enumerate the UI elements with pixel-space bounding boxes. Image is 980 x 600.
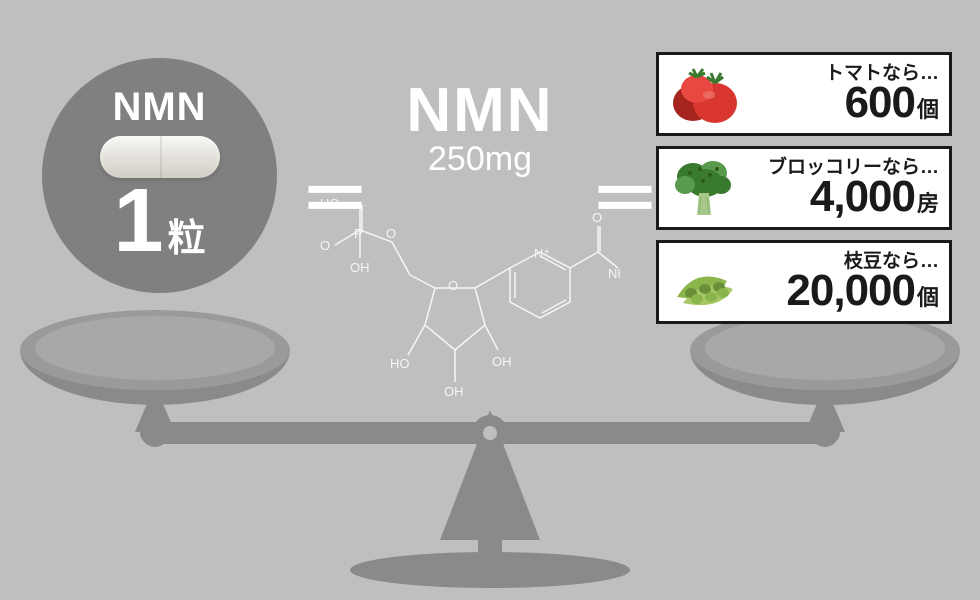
center-dosage: NMN 250mg bbox=[360, 80, 600, 179]
card-edamame: 枝豆なら… 20,000 個 bbox=[656, 240, 952, 324]
nmn-label: NMN bbox=[112, 85, 206, 130]
svg-text:HO: HO bbox=[390, 356, 410, 371]
amount-number: 4,000 bbox=[810, 175, 915, 219]
edamame-icon bbox=[665, 247, 743, 317]
nmn-capsule-badge: NMN 1 粒 bbox=[42, 58, 277, 293]
count-number: 1 bbox=[113, 176, 163, 266]
svg-text:O: O bbox=[386, 226, 396, 241]
svg-text:P: P bbox=[354, 226, 363, 241]
broccoli-icon bbox=[665, 153, 743, 223]
food-cards: トマトなら… 600 個 ブロッコリーなら… 4,000 房 bbox=[656, 52, 952, 334]
svg-text:OH: OH bbox=[350, 260, 370, 275]
amount-number: 20,000 bbox=[786, 269, 915, 313]
nmn-text: NMN bbox=[360, 80, 600, 142]
svg-text:NH₂: NH₂ bbox=[608, 266, 620, 281]
svg-text:O: O bbox=[592, 210, 602, 225]
molecule-icon: HO P O OH O O N⁺ O NH₂ HO OH OH bbox=[320, 190, 620, 420]
svg-text:HO: HO bbox=[320, 196, 340, 211]
svg-text:O: O bbox=[448, 278, 458, 293]
card-broccoli: ブロッコリーなら… 4,000 房 bbox=[656, 146, 952, 230]
svg-text:O: O bbox=[320, 238, 330, 253]
capsule-icon bbox=[100, 136, 220, 178]
tomato-icon bbox=[665, 59, 743, 129]
svg-text:OH: OH bbox=[492, 354, 512, 369]
dose-text: 250mg bbox=[360, 140, 600, 179]
amount-unit: 個 bbox=[917, 99, 939, 121]
count-unit: 粒 bbox=[168, 207, 206, 262]
capsule-count: 1 粒 bbox=[113, 176, 205, 266]
card-tomato: トマトなら… 600 個 bbox=[656, 52, 952, 136]
svg-text:N⁺: N⁺ bbox=[534, 246, 550, 261]
amount-unit: 個 bbox=[917, 287, 939, 309]
amount-number: 600 bbox=[845, 81, 915, 125]
svg-text:OH: OH bbox=[444, 384, 464, 399]
amount-unit: 房 bbox=[917, 193, 939, 215]
